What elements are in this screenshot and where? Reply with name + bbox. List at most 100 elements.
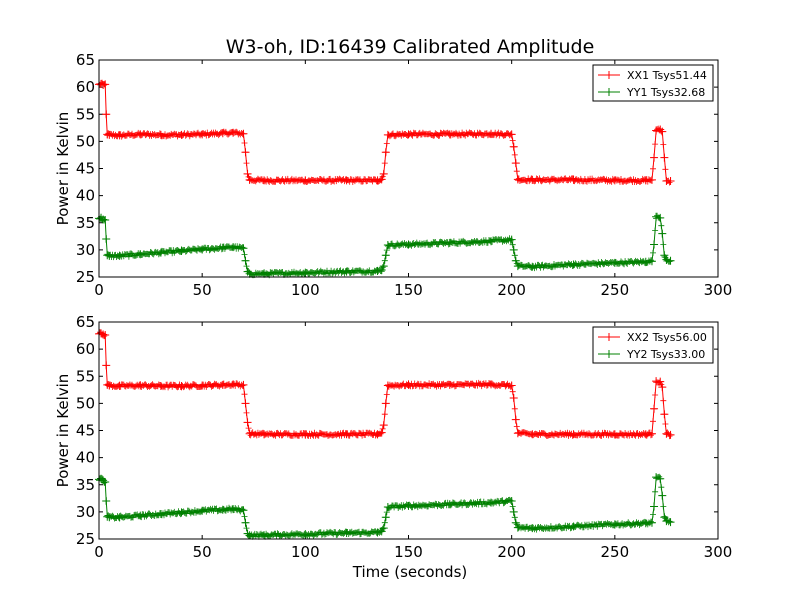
data-point: [381, 148, 390, 157]
data-point: [445, 500, 454, 509]
data-point: [243, 529, 252, 538]
data-point: [97, 213, 106, 222]
data-point: [647, 175, 656, 184]
y-tick-label: 45: [76, 160, 95, 178]
y-tick-label: 65: [76, 51, 95, 69]
data-point: [229, 243, 238, 252]
legend-label: YY1 Tsys32.68: [626, 86, 705, 99]
data-point: [136, 250, 145, 259]
data-point: [650, 153, 659, 162]
data-point: [241, 399, 250, 408]
data-point: [641, 176, 650, 185]
data-point: [198, 130, 207, 139]
legend-box: [592, 326, 714, 364]
y-tick-label: 40: [76, 449, 95, 467]
data-point: [177, 382, 186, 391]
data-point: [507, 381, 516, 390]
data-point: [102, 497, 111, 506]
data-point: [99, 80, 108, 89]
data-point: [404, 130, 413, 139]
data-point: [509, 507, 518, 516]
data-point: [239, 244, 248, 253]
data-point: [660, 513, 669, 522]
data-point: [245, 429, 254, 438]
chart-title: W3-oh, ID:16439 Calibrated Amplitude: [226, 36, 595, 58]
data-point: [569, 430, 578, 439]
data-point: [652, 212, 661, 221]
data-point: [610, 430, 619, 439]
data-point: [507, 497, 516, 506]
y-tick-label: 50: [76, 394, 95, 412]
data-point: [662, 429, 671, 438]
y-tick-label: 30: [76, 241, 95, 259]
data-point: [377, 265, 386, 274]
legend-label: XX2 Tsys56.00: [627, 331, 707, 344]
data-point: [379, 421, 388, 430]
x-tick-label: 0: [94, 281, 104, 299]
data-point: [652, 126, 661, 135]
data-point: [301, 430, 310, 439]
data-point: [487, 380, 496, 389]
data-point: [509, 393, 518, 402]
data-point: [373, 176, 382, 185]
legend-marker: [605, 333, 613, 341]
y-tick-label: 40: [76, 187, 95, 205]
data-point: [101, 331, 110, 340]
data-point: [652, 377, 661, 386]
y-tick-label: 45: [76, 422, 95, 440]
data-point: [342, 529, 351, 538]
data-point: [379, 262, 388, 271]
data-point: [103, 130, 112, 139]
data-point: [243, 418, 252, 427]
y-tick-label: 35: [76, 214, 95, 232]
data-point: [342, 267, 351, 276]
data-point: [243, 169, 252, 178]
x-tick-label: 250: [601, 281, 630, 299]
data-point: [301, 530, 310, 539]
x-tick-label: 50: [193, 543, 212, 561]
data-point: [383, 130, 392, 139]
data-point: [507, 130, 516, 139]
data-point: [445, 238, 454, 247]
legend-marker: [605, 71, 613, 79]
data-point: [260, 269, 269, 278]
data-point: [647, 257, 656, 266]
data-point: [666, 430, 675, 439]
data-point: [660, 153, 669, 162]
y-tick-label: 50: [76, 132, 95, 150]
data-point: [198, 381, 207, 390]
y-tick-label: 60: [76, 340, 95, 358]
data-point: [136, 381, 145, 390]
data-point: [511, 256, 520, 265]
x-tick-label: 200: [497, 543, 526, 561]
data-point: [509, 142, 518, 151]
data-point: [666, 518, 675, 527]
x-tick-label: 50: [193, 281, 212, 299]
data-point: [198, 506, 207, 515]
data-point: [239, 129, 248, 138]
data-point: [511, 159, 520, 168]
data-point: [569, 522, 578, 531]
data-point: [177, 246, 186, 255]
data-point: [342, 176, 351, 185]
data-point: [652, 473, 661, 482]
data-point: [177, 130, 186, 139]
x-tick-label: 300: [704, 543, 733, 561]
data-point: [136, 130, 145, 139]
data-point: [658, 127, 667, 136]
data-point: [241, 148, 250, 157]
data-point: [666, 176, 675, 185]
data-point: [379, 524, 388, 533]
data-point: [641, 257, 650, 266]
data-point: [101, 478, 110, 487]
data-point: [241, 518, 250, 527]
data-point: [177, 508, 186, 517]
data-point: [245, 531, 254, 540]
data-point: [383, 240, 392, 249]
data-point: [383, 502, 392, 511]
data-point: [115, 131, 124, 140]
data-point: [528, 430, 537, 439]
legend-box: [592, 64, 714, 102]
data-point: [105, 381, 114, 390]
data-point: [105, 130, 114, 139]
